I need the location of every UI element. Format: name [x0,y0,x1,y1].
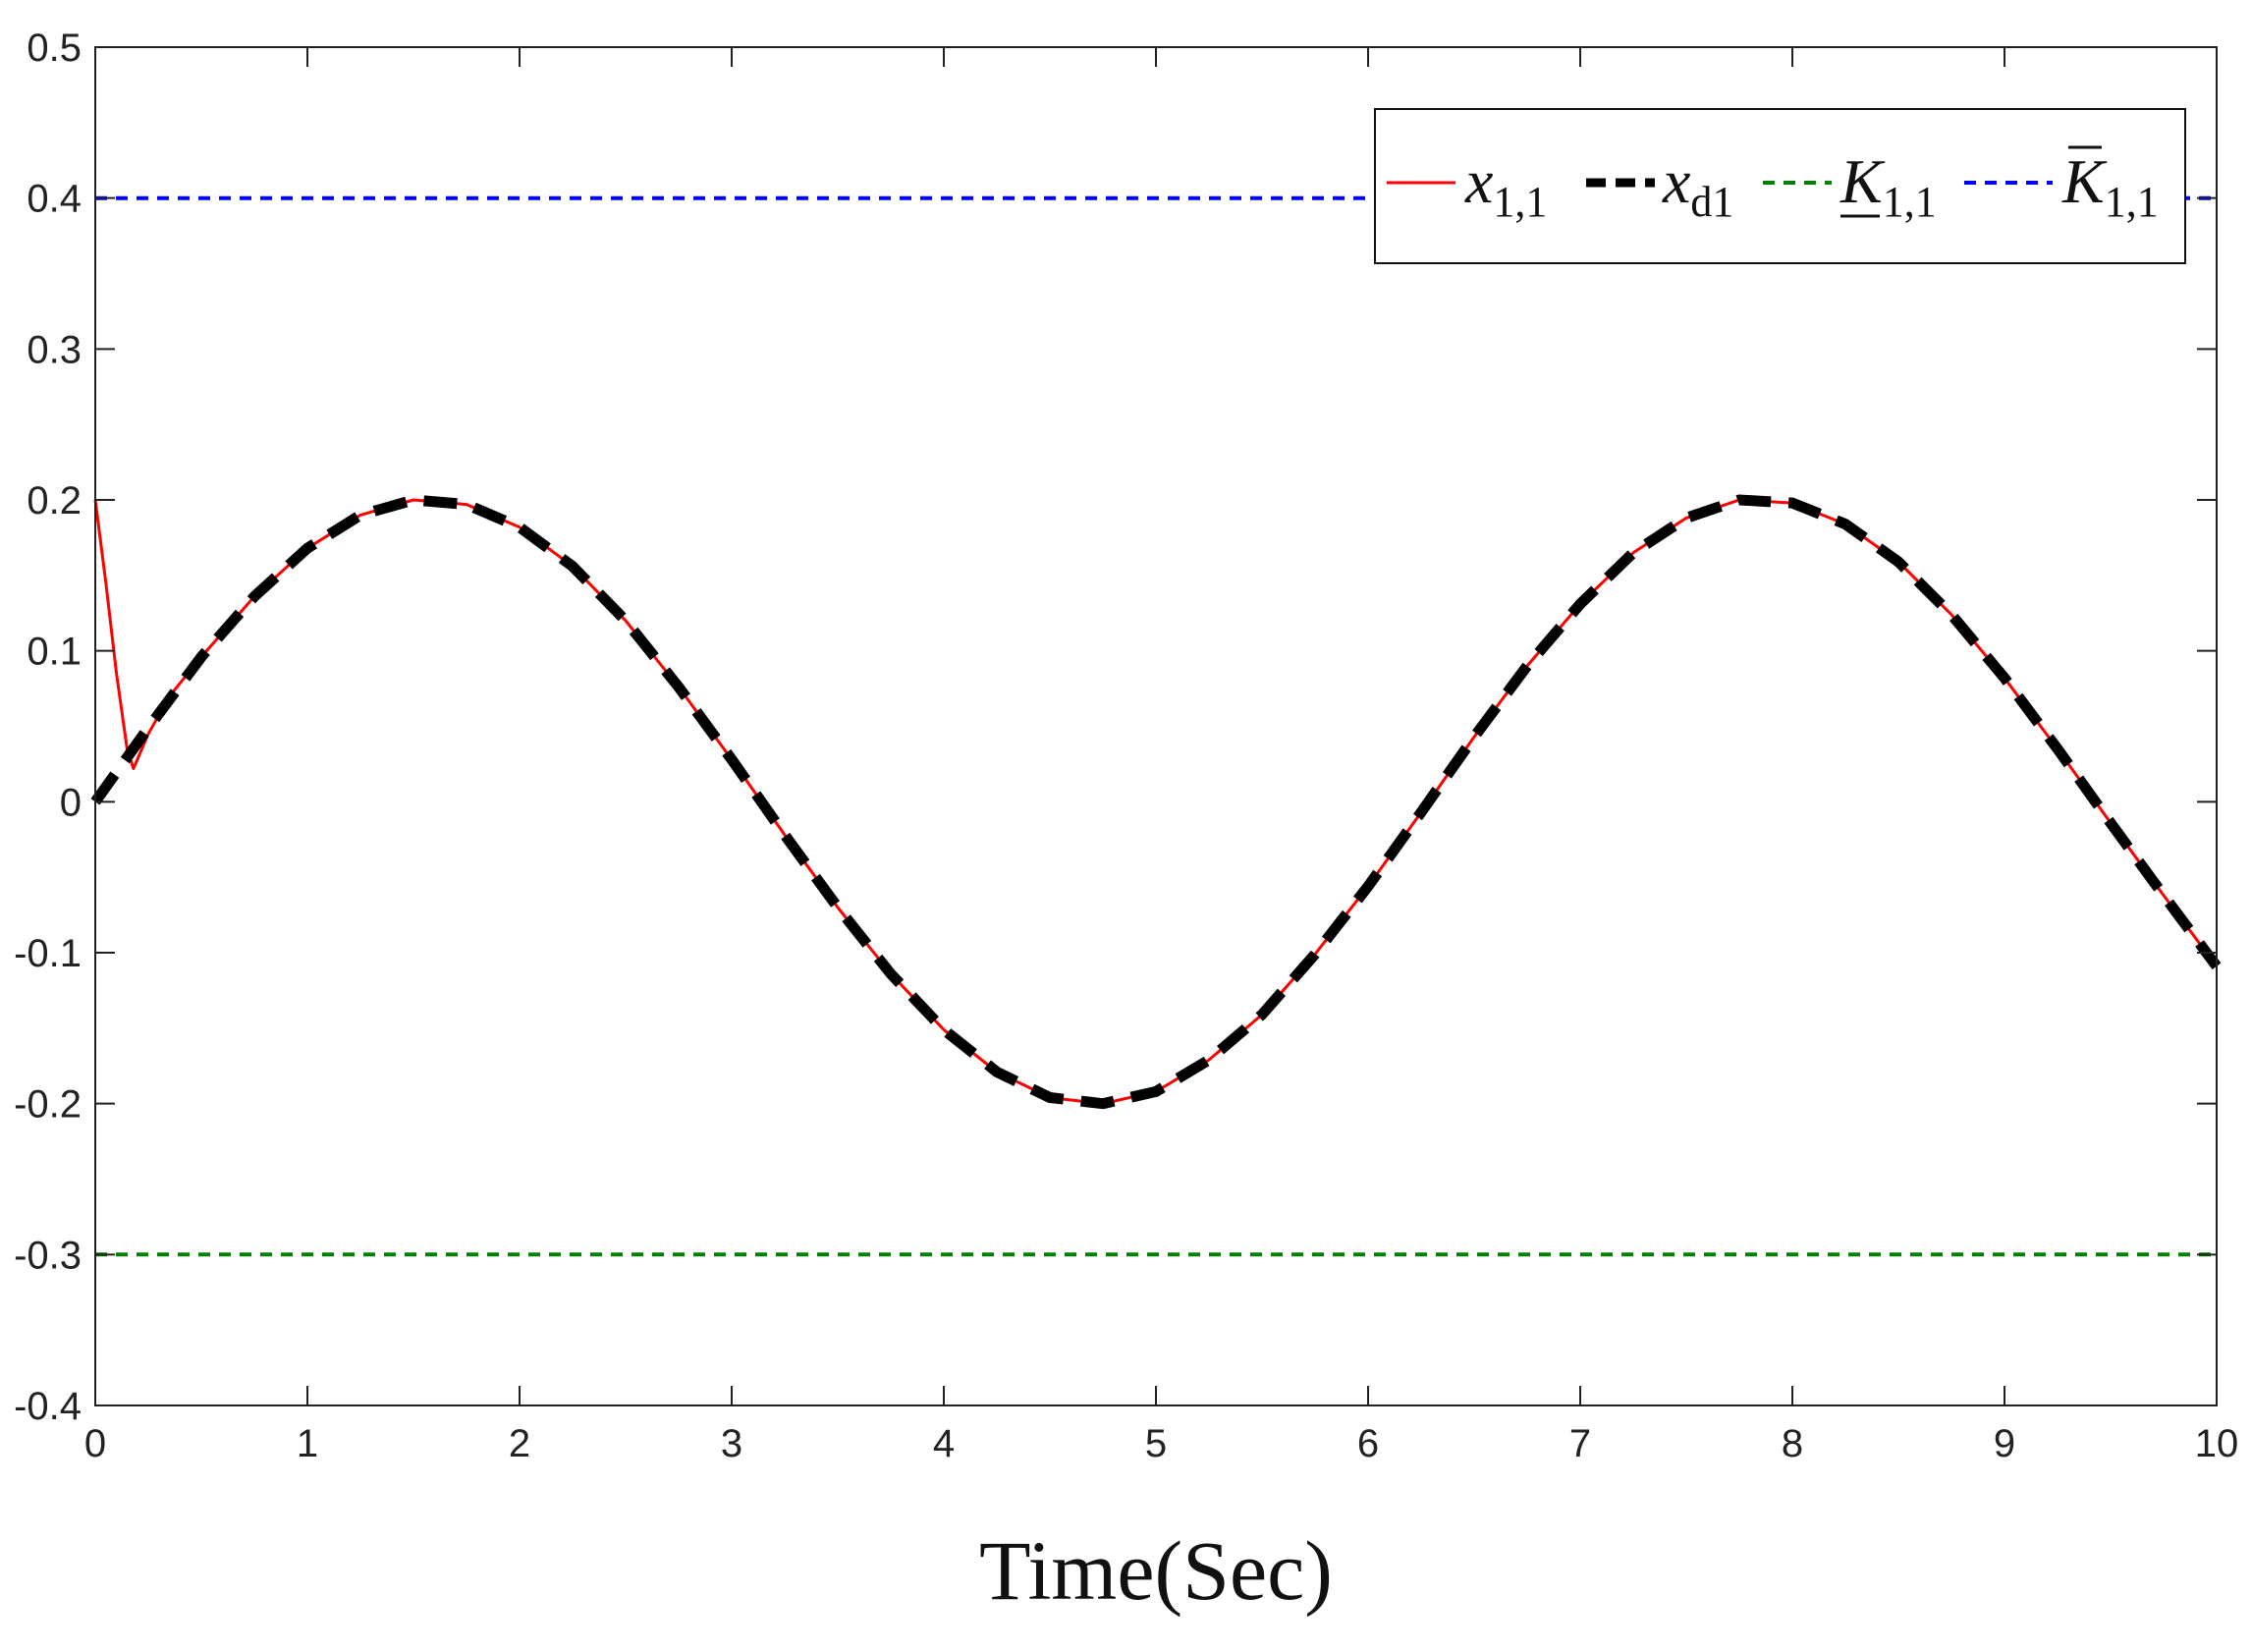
series-layer [90,195,2222,1257]
series-line-1 [90,494,2222,1110]
legend-label-1: xd1 [1662,146,1733,226]
y-tick-label: 0.4 [27,178,82,221]
plot-background [95,47,2217,1405]
legend-label-0: x1,1 [1464,146,1547,226]
y-tick-label: -0.1 [14,932,82,975]
x-tick-label: 3 [721,1422,742,1465]
ticks-layer: 0 1 2 3 4 5 6 7 8 9 10 0.5 0.4 0.3 0.2 0.1 0 -0.1 -0.2 -0.3… [14,27,2238,1465]
y-tick-label: -0.4 [14,1385,82,1428]
x-axis-title: Time(Sec) [979,1523,1333,1618]
y-tick-label: -0.3 [14,1234,82,1277]
legend: x1,1 xd1 K1,1 K1,1 [1374,108,2186,264]
y-tick-label: 0 [60,781,82,824]
x-tick-label: 8 [1782,1422,1803,1465]
x-tick-label: 7 [1569,1422,1591,1465]
x-tick-label: 0 [84,1422,106,1465]
y-tick-label: 0.2 [27,479,82,523]
x-tick-label: 1 [297,1422,318,1465]
x-tick-label: 9 [1994,1422,2015,1465]
plot-frame [94,46,2218,1406]
legend-label-3: K1,1 [2061,146,2159,226]
y-tick-label: 0.3 [27,328,82,371]
x-tick-label: 10 [2195,1422,2239,1465]
y-tick-label: 0.5 [27,27,82,70]
y-tick-label: -0.2 [14,1083,82,1127]
x-tick-label: 4 [933,1422,955,1465]
x-tick-label: 2 [509,1422,530,1465]
legend-label-2: K1,1 [1839,146,1937,226]
y-tick-label: 0.1 [27,631,82,674]
x-tick-label: 5 [1145,1422,1167,1465]
x-tick-label: 6 [1357,1422,1379,1465]
legend-box [1374,108,2186,264]
